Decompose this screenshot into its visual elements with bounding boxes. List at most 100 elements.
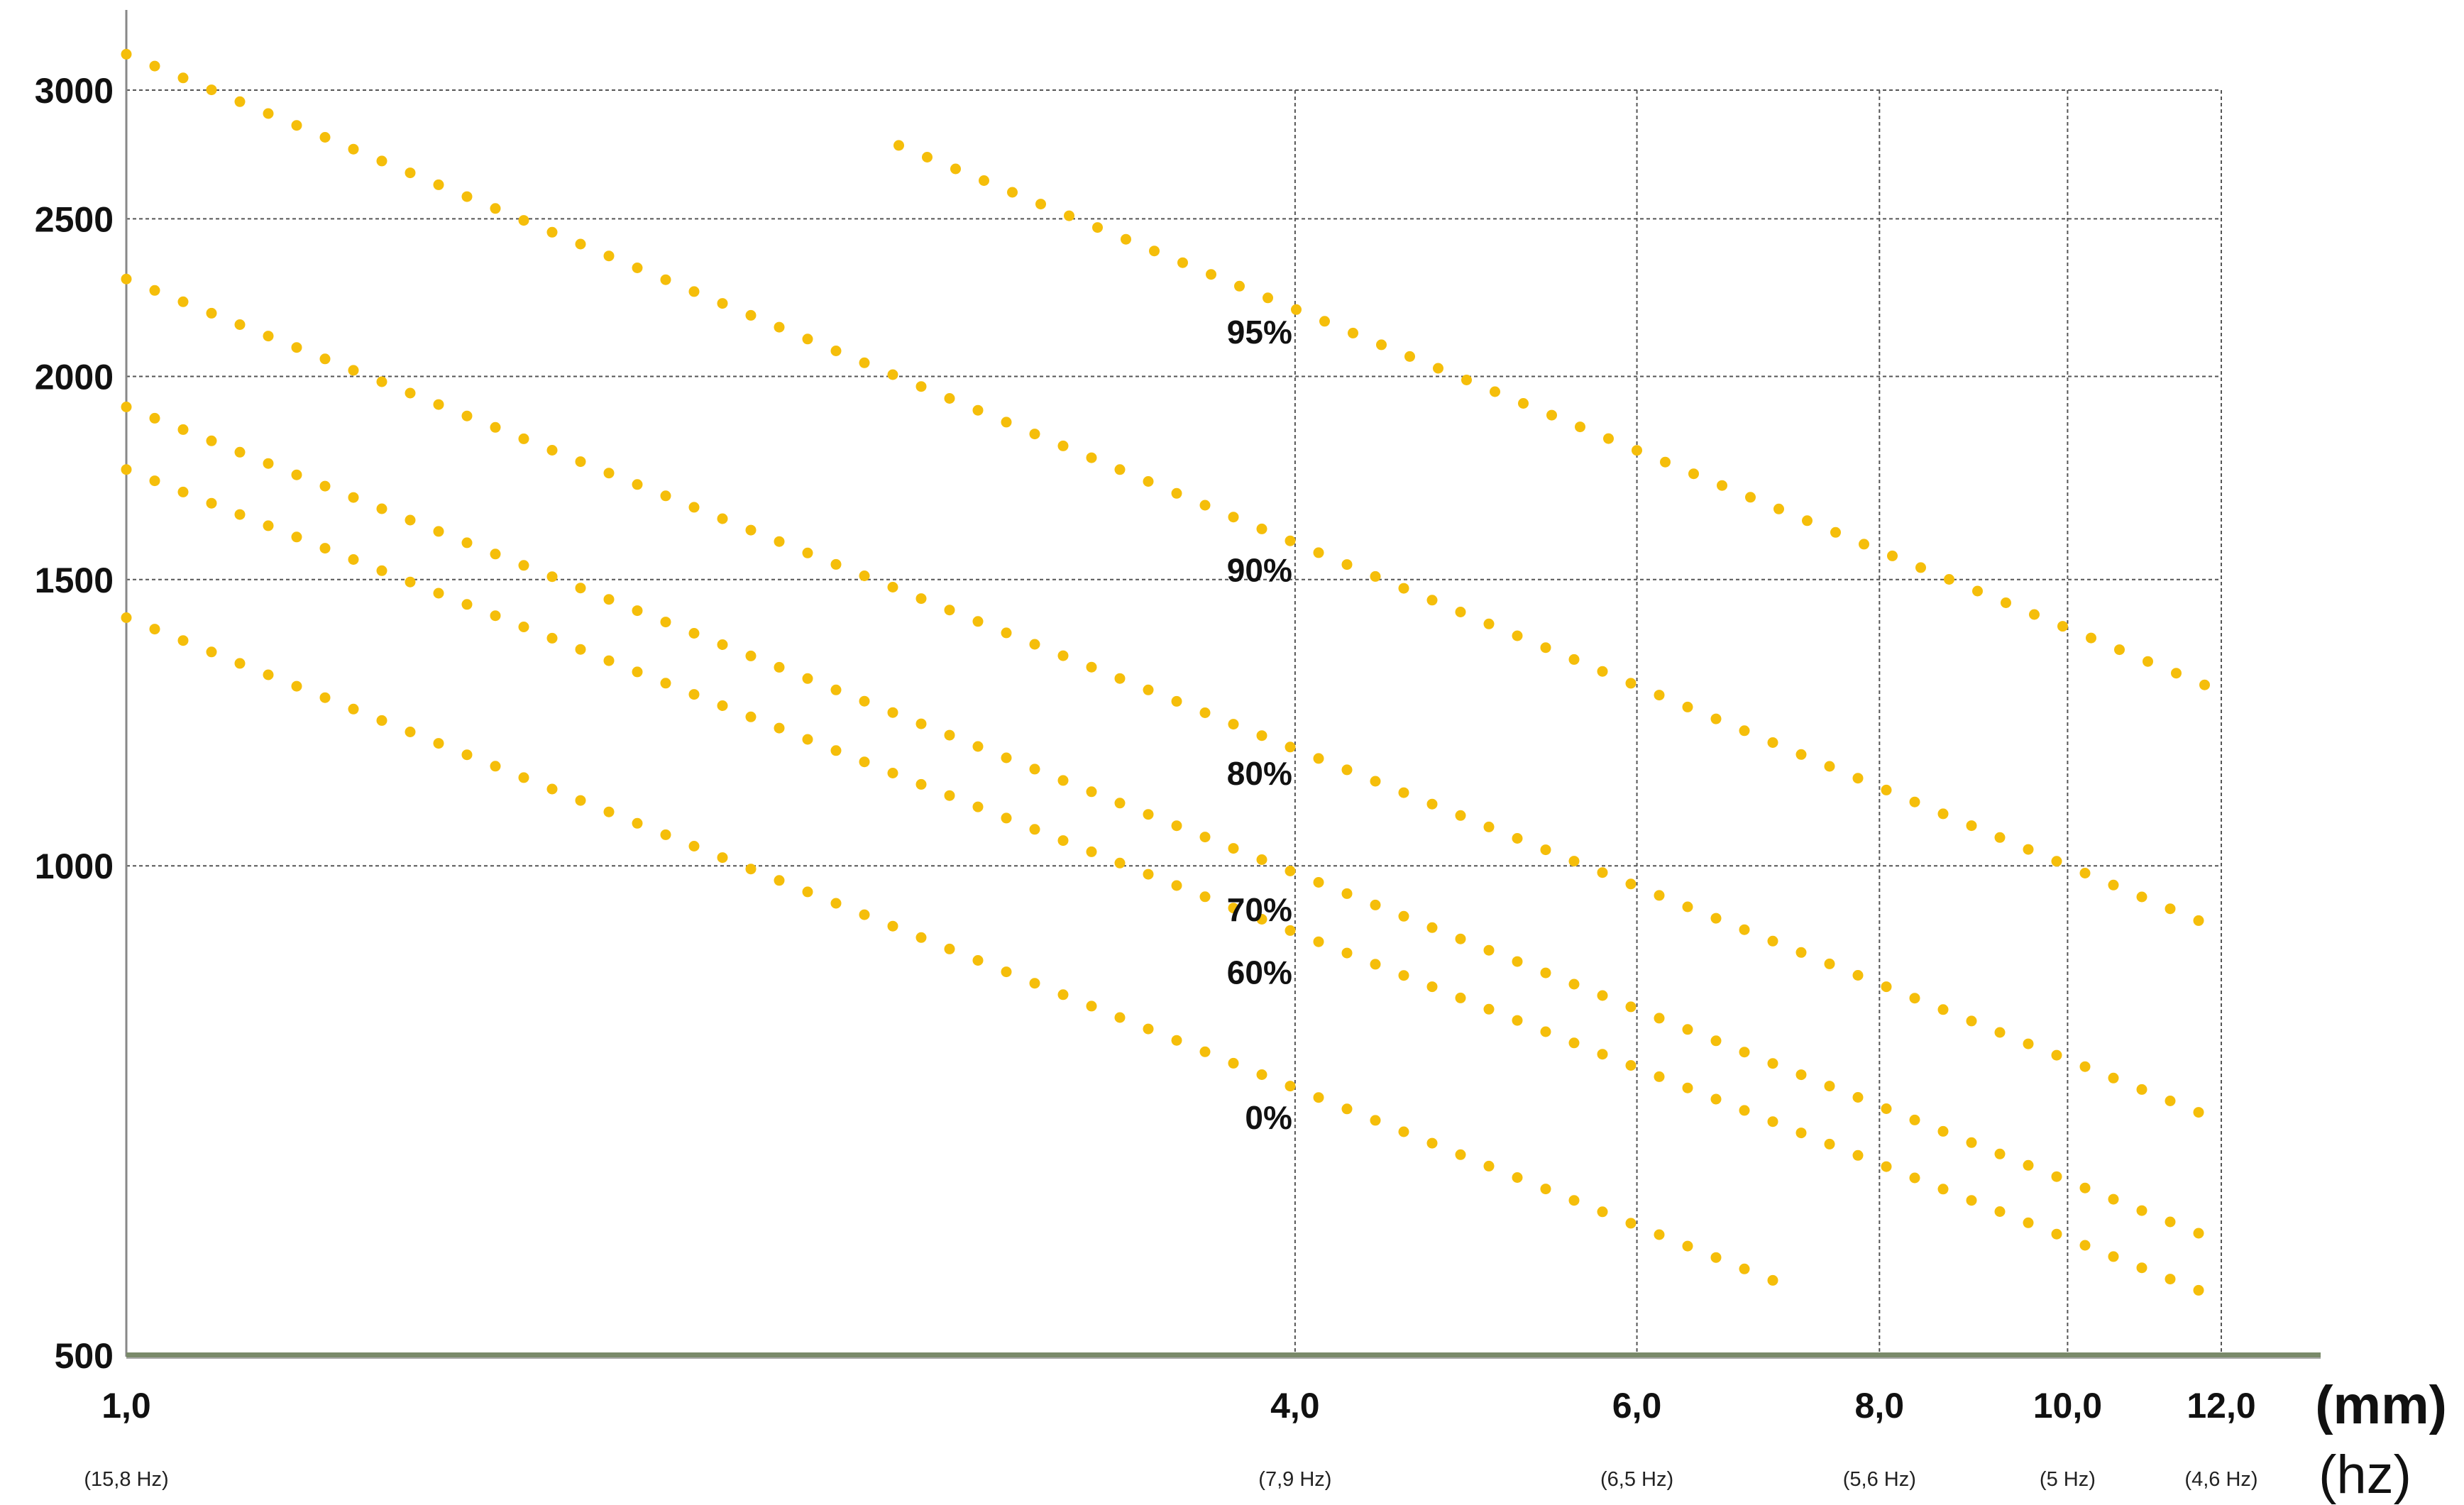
data-point: [1739, 924, 1750, 935]
data-point: [745, 650, 757, 661]
series-0pct: [121, 612, 1778, 1286]
data-point: [546, 571, 558, 583]
data-point: [1518, 398, 1529, 409]
data-point: [1944, 574, 1954, 585]
data-point: [206, 84, 217, 96]
data-point: [1682, 1240, 1693, 1252]
data-point: [660, 678, 671, 689]
data-point: [1795, 947, 1807, 958]
data-point: [546, 783, 558, 795]
data-point: [1483, 1160, 1495, 1172]
data-point: [1171, 820, 1182, 832]
series-label: 90%: [1227, 552, 1292, 589]
data-point: [1285, 1081, 1296, 1092]
data-point: [660, 490, 671, 502]
data-point: [518, 433, 529, 444]
data-point: [1597, 1049, 1608, 1060]
data-point: [1114, 1012, 1126, 1023]
data-point: [1512, 1172, 1523, 1183]
data-point: [1370, 570, 1381, 582]
data-point: [802, 547, 813, 558]
data-point: [405, 514, 416, 526]
data-point: [1313, 877, 1324, 888]
data-point: [1852, 1092, 1864, 1103]
data-point: [1376, 339, 1387, 351]
data-point: [490, 548, 501, 560]
data-point: [1654, 1013, 1665, 1024]
data-point: [490, 421, 501, 433]
series-labels: 95% 90% 80% 70% 60% 0%: [1227, 314, 1292, 1136]
data-point: [1404, 351, 1415, 362]
data-point: [405, 727, 416, 737]
data-point: [1512, 1015, 1523, 1026]
data-point: [2108, 1251, 2119, 1262]
data-point: [1597, 1206, 1608, 1218]
data-point: [2023, 1038, 2034, 1049]
data-point: [1660, 456, 1671, 468]
data-point: [405, 576, 416, 588]
data-point: [1001, 417, 1012, 428]
data-point: [376, 155, 387, 167]
data-point: [1512, 956, 1523, 967]
data-point: [1739, 1105, 1750, 1116]
data-point: [1994, 1148, 2006, 1159]
x-tick-sublabel: (4,6 Hz): [2184, 1468, 2257, 1491]
data-point: [518, 560, 529, 571]
data-point: [632, 263, 643, 273]
data-point: [1199, 832, 1211, 843]
series-60pct: [121, 464, 2204, 1296]
data-point: [1490, 386, 1500, 397]
data-point: [1228, 903, 1239, 914]
data-point: [206, 646, 217, 658]
data-point: [149, 624, 160, 635]
data-point: [1256, 730, 1267, 742]
data-point: [2108, 1193, 2119, 1205]
data-point: [1086, 452, 1097, 463]
x-tick-sublabel: (5,6 Hz): [1843, 1468, 1916, 1491]
data-point: [546, 445, 558, 456]
data-point: [2136, 1205, 2147, 1216]
data-point: [660, 829, 671, 840]
data-point: [2079, 1182, 2091, 1193]
data-point: [433, 738, 444, 749]
data-point: [1512, 630, 1523, 641]
y-tick-label: 1500: [35, 561, 114, 600]
data-point: [1717, 480, 1727, 491]
data-point: [802, 673, 813, 684]
data-point: [149, 285, 160, 296]
data-point: [1966, 1015, 1977, 1027]
data-point: [433, 588, 444, 599]
data-point: [1199, 1046, 1211, 1057]
series-layer: [121, 48, 2210, 1296]
data-point: [518, 772, 529, 783]
data-point: [1795, 1128, 1807, 1139]
data-point: [1568, 856, 1580, 867]
data-point: [1426, 981, 1438, 993]
data-point: [1370, 776, 1381, 787]
data-point: [1228, 1057, 1239, 1069]
data-point: [1540, 1184, 1551, 1195]
data-point: [1575, 421, 1585, 433]
data-point: [1199, 707, 1211, 718]
data-point: [1682, 701, 1693, 712]
data-point: [1092, 222, 1103, 233]
data-point: [1773, 503, 1784, 514]
data-point: [887, 768, 898, 778]
data-point: [944, 729, 955, 741]
data-point: [1029, 824, 1040, 835]
data-point: [234, 658, 246, 669]
data-point: [376, 376, 387, 387]
data-point: [1710, 1035, 1722, 1047]
data-point: [433, 179, 444, 190]
data-point: [1546, 409, 1557, 421]
data-point: [1824, 1138, 1835, 1150]
data-point: [1824, 761, 1835, 772]
data-point: [1767, 1116, 1778, 1128]
data-point: [1256, 914, 1267, 925]
data-point: [1852, 1150, 1864, 1161]
data-point: [972, 955, 984, 966]
data-point: [263, 669, 274, 680]
data-point: [887, 582, 898, 592]
x-tick-sublabel: (6,5 Hz): [1600, 1468, 1673, 1491]
data-point: [1086, 786, 1097, 798]
